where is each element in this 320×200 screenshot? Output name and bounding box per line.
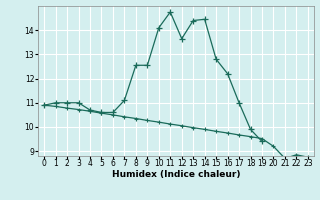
X-axis label: Humidex (Indice chaleur): Humidex (Indice chaleur) (112, 170, 240, 179)
